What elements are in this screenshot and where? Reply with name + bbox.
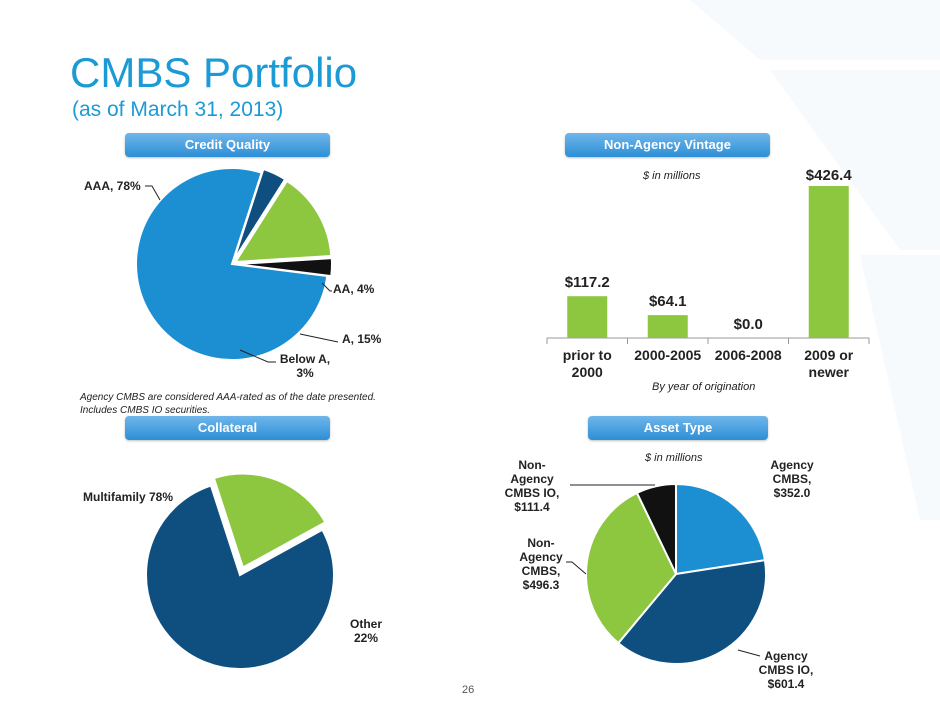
credit-quality-pie-slice-a-15 xyxy=(233,179,333,264)
asset-units-note: $ in millions xyxy=(645,452,703,464)
asset-type-pie-slice-non-agency-cmbs-496-3 xyxy=(585,491,678,645)
credit-leader-below-a xyxy=(239,349,276,363)
credit-note: Agency CMBS are considered AAA-rated as … xyxy=(80,391,376,417)
asset-type-header: Asset Type xyxy=(588,416,768,440)
collateral-pie-slice-multifamily-78 xyxy=(145,484,335,670)
page-title: CMBS Portfolio xyxy=(70,49,358,96)
vintage-value-label-2009-or-newer: $426.4 xyxy=(806,167,853,184)
vintage-bar-2009-or-newer xyxy=(808,186,849,338)
credit-quality-pie-slice-aaa-78 xyxy=(135,167,329,361)
credit-leader-aaa xyxy=(145,185,161,201)
vintage-value-label-2000-2005: $64.1 xyxy=(649,293,687,310)
credit-quality-pie xyxy=(135,167,333,361)
vintage-category-label-2009-or-newer: 2009 or newer xyxy=(804,347,854,380)
non-agency-vintage-header: Non-Agency Vintage xyxy=(565,133,770,157)
asset-label-non-agency-cmbs: Non-Agency CMBS, $496.3 xyxy=(519,536,563,592)
vintage-bar-2000-2005 xyxy=(647,315,688,338)
asset-type-pie-slice-agency-cmbs-io-601-4 xyxy=(616,559,767,665)
vintage-units-note: $ in millions xyxy=(643,170,701,182)
collateral-header: Collateral xyxy=(125,416,330,440)
page-subtitle: (as of March 31, 2013) xyxy=(72,98,284,121)
asset-type-pie xyxy=(585,482,767,665)
credit-quality-pie-slice-aa-4 xyxy=(232,167,287,261)
asset-leader-non-agency-cmbs xyxy=(566,561,587,575)
credit-label-below-a: Below A, 3% xyxy=(280,352,330,380)
vintage-axis-note: By year of origination xyxy=(652,381,756,393)
vintage-category-label-2006-2008: 2006-2008 xyxy=(715,347,782,363)
credit-note-line-1: Agency CMBS are considered AAA-rated as … xyxy=(80,392,376,403)
asset-type-pie-slice-non-agency-cmbs-io-111-4 xyxy=(635,482,677,575)
vintage-value-label-prior-to-2000: $117.2 xyxy=(565,274,610,291)
collateral-pie-slice-other-22 xyxy=(212,472,327,570)
asset-label-agency-cmbs: Agency CMBS, $352.0 xyxy=(770,458,814,500)
credit-note-line-2: Includes CMBS IO securities. xyxy=(80,405,211,416)
asset-type-pie-slice-agency-cmbs-352-0 xyxy=(675,482,767,576)
asset-label-non-agency-cmbs-io: Non-Agency CMBS IO, $111.4 xyxy=(505,458,560,514)
credit-leader-aa xyxy=(321,282,332,292)
collateral-pie xyxy=(145,472,335,670)
asset-leader-agency-cmbs-io xyxy=(737,649,761,657)
vintage-value-label-2006-2008: $0.0 xyxy=(734,316,763,333)
credit-label-a: A, 15% xyxy=(342,332,382,346)
collateral-label-multifamily: Multifamily 78% xyxy=(83,490,173,504)
credit-label-aa: AA, 4% xyxy=(333,282,375,296)
vintage-category-label-2000-2005: 2000-2005 xyxy=(634,347,701,363)
vintage-category-label-prior-to-2000: prior to 2000 xyxy=(563,347,612,380)
asset-label-agency-cmbs-io: Agency CMBS IO, $601.4 xyxy=(759,649,814,691)
collateral-label-other: Other 22% xyxy=(350,617,382,645)
vintage-bar-chart: $117.2 prior to 2000 $64.1 2000-2005 $0.0 2006… xyxy=(546,167,870,380)
credit-leader-a xyxy=(299,333,339,343)
credit-quality-header: Credit Quality xyxy=(125,133,330,157)
credit-quality-pie-slice-below-a-3 xyxy=(235,257,333,278)
credit-label-aaa: AAA, 78% xyxy=(84,179,141,193)
vintage-bar-prior-to-2000 xyxy=(567,296,608,338)
page-number: 26 xyxy=(462,684,475,696)
